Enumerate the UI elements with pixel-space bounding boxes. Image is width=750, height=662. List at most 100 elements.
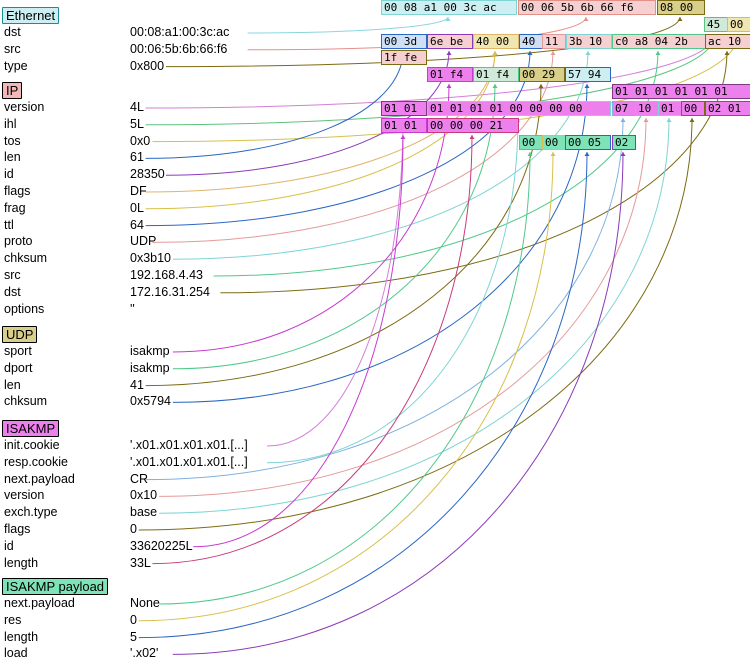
connector-line: [172, 83, 588, 403]
field-value: UDP: [130, 234, 157, 249]
connector-arrowhead: [492, 84, 498, 88]
hex-byte-group: 1f fe: [381, 50, 427, 65]
connector-line: [145, 50, 496, 210]
field-value: 0x10: [130, 488, 158, 503]
connector-line: [152, 50, 554, 243]
hex-byte-group: 01 01: [381, 118, 427, 133]
field-row: chksum 0x3b10: [0, 250, 280, 267]
field-row: src 192.168.4.43: [0, 267, 280, 284]
field-row: version 4L: [0, 99, 280, 116]
field-name: frag: [4, 200, 26, 215]
field-row: exch.type base: [0, 504, 280, 521]
connector-arrowhead: [666, 118, 672, 122]
field-row: res 0: [0, 612, 280, 629]
field-row: length 5: [0, 629, 280, 646]
hex-byte-group: 07: [612, 101, 636, 116]
connector-arrowhead: [400, 135, 406, 139]
hex-byte-group: 01 f4: [427, 67, 473, 82]
field-row: flags 0: [0, 521, 280, 538]
hex-byte-group: 40 00: [473, 34, 519, 49]
field-row: src 00:06:5b:6b:66:f6: [0, 41, 280, 58]
field-row: sport isakmp: [0, 343, 280, 360]
field-value: '.x01.x01.x01.x01.[...]: [130, 438, 248, 452]
field-value: 28350: [130, 167, 165, 182]
field-name: exch.type: [4, 505, 58, 520]
hex-byte-group: 00: [519, 135, 543, 150]
field-name: chksum: [4, 394, 48, 409]
hex-byte-group: 57 94: [565, 67, 611, 82]
field-name: res: [4, 612, 22, 627]
field-name: load: [4, 646, 28, 661]
hex-byte-group: 02 01: [705, 101, 750, 116]
hex-byte-group: 6e be: [427, 34, 473, 49]
field-row: type 0x800: [0, 58, 280, 75]
field-name: version: [4, 488, 45, 503]
connector-line: [165, 16, 681, 68]
field-row: next.payload CR: [0, 471, 280, 488]
field-name: dport: [4, 360, 33, 375]
hex-byte-group: 45: [704, 17, 728, 32]
field-value: 5: [130, 629, 137, 644]
hex-byte-group: ac 10: [705, 34, 750, 49]
hex-byte-group: 00 05: [565, 135, 611, 150]
hex-byte-group: 01 01: [381, 101, 427, 116]
connector-line: [145, 50, 531, 227]
field-value: 00:06:5b:6b:66:f6: [130, 41, 228, 56]
field-value: 4L: [130, 100, 144, 114]
field-name: length: [4, 555, 39, 570]
field-value: 5L: [130, 116, 144, 131]
connector-arrowhead: [583, 17, 589, 21]
connector-line: [172, 83, 496, 370]
field-name: next.payload: [4, 471, 75, 486]
field-value: isakmp: [130, 360, 170, 375]
field-row: dport isakmp: [0, 360, 280, 377]
connector-line: [159, 117, 670, 514]
field-row: load '.x02': [0, 645, 280, 662]
connector-line: [172, 151, 624, 655]
field-name: proto: [4, 234, 33, 249]
field-value: '': [130, 301, 135, 316]
field-row: dst 00:08:a1:00:3c:ac: [0, 24, 280, 41]
field-value: 64: [130, 217, 144, 232]
field-name: resp.cookie: [4, 454, 68, 469]
connector-line: [145, 117, 624, 481]
field-value: 172.16.31.254: [130, 284, 210, 299]
field-row: len 61: [0, 149, 280, 166]
field-name: src: [4, 268, 21, 282]
field-name: len: [4, 150, 21, 165]
field-row: id 33620225L: [0, 538, 280, 555]
field-name: flags: [4, 184, 31, 198]
field-name: flags: [4, 522, 31, 536]
hex-byte-group: 00 06 5b 6b 66 f6: [518, 0, 656, 15]
connector-arrowhead: [445, 17, 451, 21]
hex-byte-group: 00 00 00 21: [427, 118, 519, 133]
field-row: proto UDP: [0, 233, 280, 250]
field-row: len 41: [0, 377, 280, 394]
connector-arrowhead: [446, 51, 452, 55]
field-name: id: [4, 538, 14, 553]
field-name: dst: [4, 284, 21, 299]
connector-arrowhead: [550, 51, 556, 55]
field-name: len: [4, 377, 21, 392]
connector-arrowhead: [584, 84, 590, 88]
connector-line: [138, 151, 554, 622]
connector-arrowhead: [538, 84, 544, 88]
field-name: src: [4, 41, 21, 56]
connector-line: [138, 117, 693, 531]
connector-arrowhead: [655, 51, 661, 55]
field-row: id 28350: [0, 166, 280, 183]
field-value: None: [130, 596, 160, 610]
field-value: isakmp: [130, 344, 170, 358]
connector-arrowhead: [620, 118, 626, 122]
field-value: 0: [130, 522, 137, 536]
layer-header-isakmp: ISAKMP: [2, 420, 60, 437]
field-value: base: [130, 505, 158, 520]
layer-header-ip: IP: [2, 82, 23, 99]
field-name: id: [4, 167, 14, 182]
field-value: 61: [130, 150, 144, 165]
hex-byte-group: 00: [681, 101, 705, 116]
field-name: options: [4, 301, 45, 316]
field-name: init.cookie: [4, 438, 60, 452]
field-name: chksum: [4, 251, 48, 266]
connector-line: [145, 83, 542, 387]
